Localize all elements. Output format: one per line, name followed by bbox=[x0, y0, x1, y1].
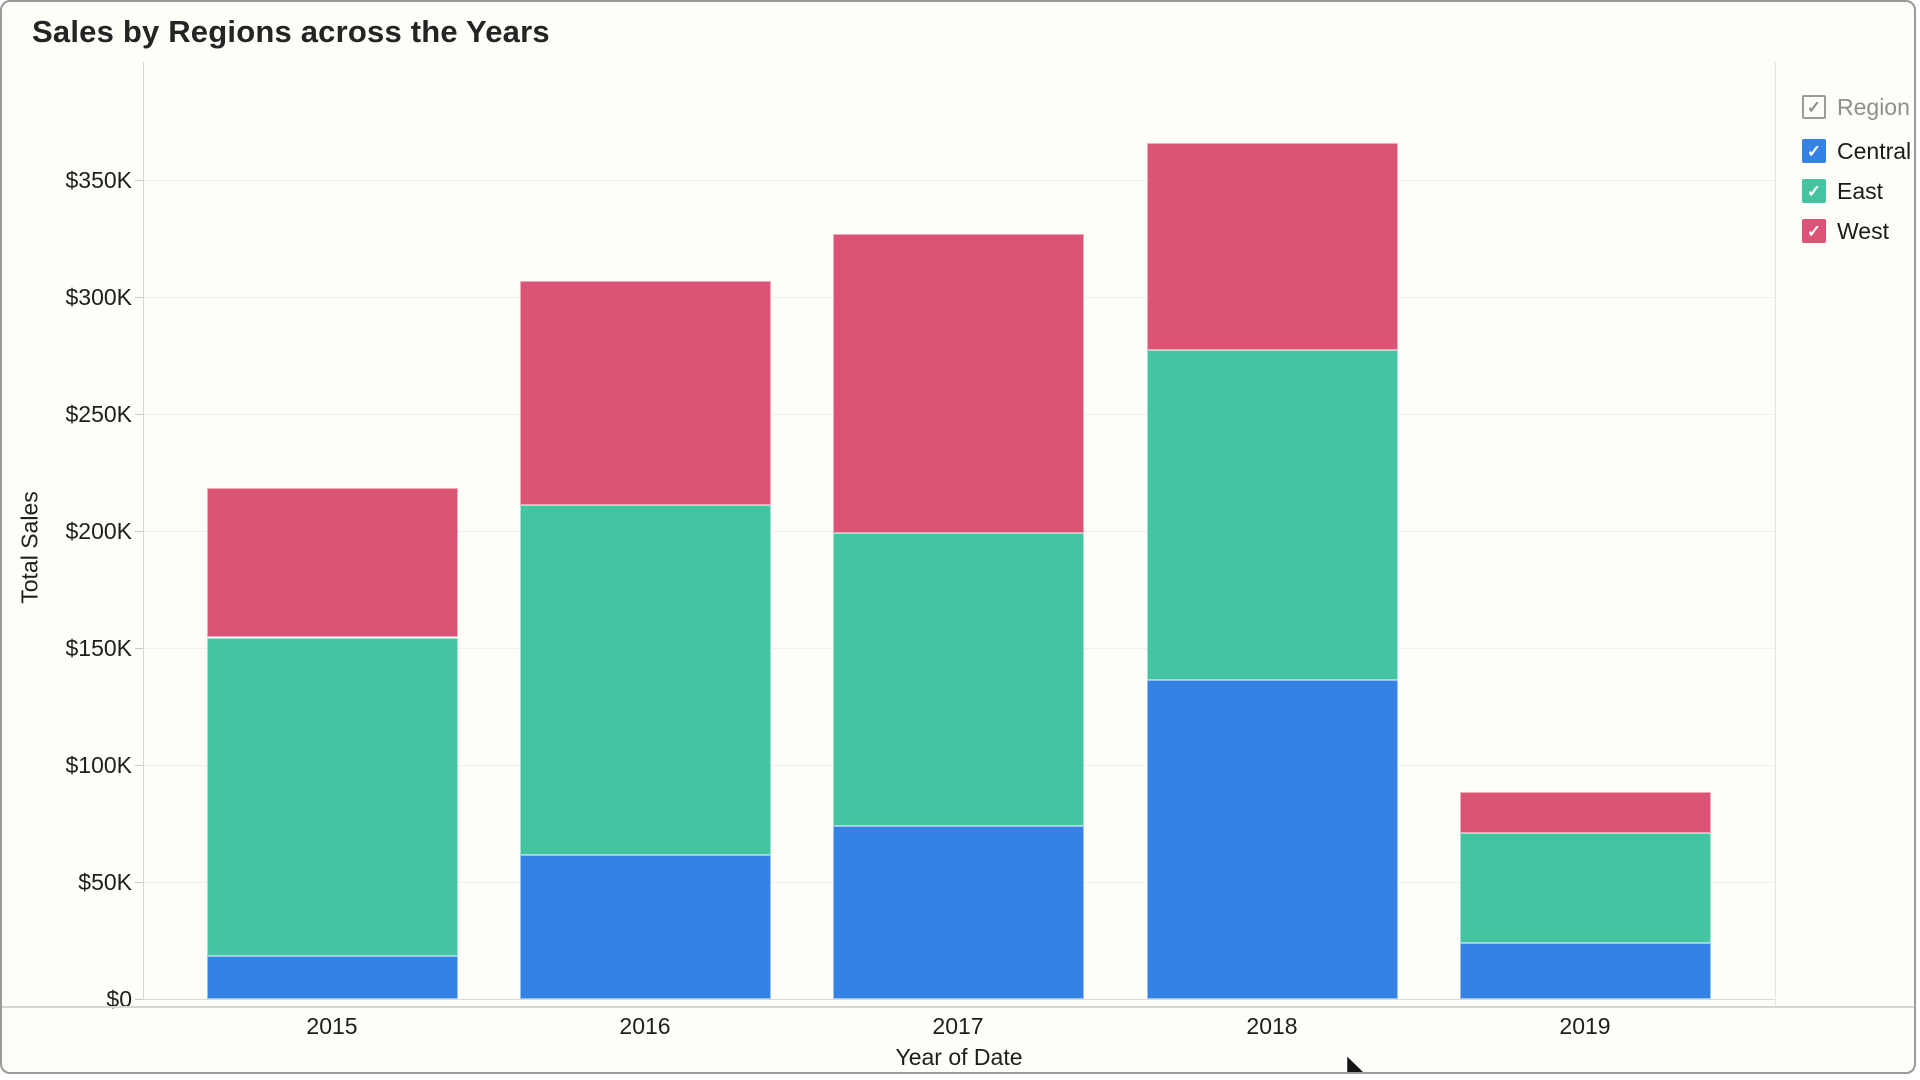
gridline-$350K bbox=[143, 180, 1775, 181]
x-tick-label-2016: 2016 bbox=[619, 1013, 671, 1039]
y-axis-line bbox=[143, 62, 144, 1000]
gridline-$0 bbox=[143, 999, 1775, 1000]
x-tick-label-2019: 2019 bbox=[1559, 1013, 1611, 1039]
y-tick-mark bbox=[135, 765, 143, 766]
y-tick-label: $250K bbox=[65, 401, 132, 427]
bar-segment-east-2016[interactable] bbox=[519, 505, 771, 856]
legend-checkbox-west[interactable]: ✓ bbox=[1802, 219, 1826, 243]
legend-header-checkbox[interactable]: ✓ bbox=[1802, 95, 1826, 119]
y-tick-label: $200K bbox=[65, 518, 132, 544]
checkmark-icon: ✓ bbox=[1806, 221, 1822, 241]
checkmark-icon: ✓ bbox=[1806, 181, 1822, 201]
y-tick-mark bbox=[135, 297, 143, 298]
y-tick-label: $0 bbox=[106, 986, 132, 1012]
legend-item-label: East bbox=[1837, 177, 1884, 204]
y-tick-mark bbox=[135, 999, 143, 1000]
bar-segment-central-2016[interactable] bbox=[519, 855, 771, 999]
bar-segment-east-2015[interactable] bbox=[206, 637, 458, 956]
y-tick-label: $100K bbox=[65, 752, 132, 778]
plot-right-divider bbox=[1775, 62, 1776, 1006]
bar-segment-east-2019[interactable] bbox=[1459, 832, 1711, 943]
bar-segment-west-2016[interactable] bbox=[519, 280, 771, 506]
bar-segment-west-2019[interactable] bbox=[1459, 791, 1711, 833]
x-tick-label-2017: 2017 bbox=[932, 1013, 984, 1039]
x-tick-label-2018: 2018 bbox=[1246, 1013, 1298, 1039]
legend-header[interactable]: ✓ Region bbox=[1802, 92, 1910, 122]
legend-item-label: Central bbox=[1837, 137, 1912, 164]
bar-segment-east-2018[interactable] bbox=[1146, 349, 1398, 680]
bar-segment-west-2015[interactable] bbox=[206, 487, 458, 638]
legend-item-label: West bbox=[1837, 217, 1889, 244]
x-tick-label-2015: 2015 bbox=[306, 1013, 358, 1039]
y-tick-mark bbox=[135, 414, 143, 415]
checkmark-icon: ✓ bbox=[1806, 97, 1822, 117]
chart-title: Sales by Regions across the Years bbox=[32, 14, 550, 49]
y-tick-mark bbox=[135, 531, 143, 532]
y-tick-label: $350K bbox=[65, 167, 132, 193]
bar-segment-west-2018[interactable] bbox=[1146, 142, 1398, 350]
legend-item-east[interactable]: ✓ East bbox=[1802, 176, 1883, 206]
y-tick-mark bbox=[135, 882, 143, 883]
y-tick-mark bbox=[135, 180, 143, 181]
x-axis-title: Year of Date bbox=[895, 1044, 1023, 1070]
legend-item-west[interactable]: ✓ West bbox=[1802, 216, 1889, 246]
legend-item-central[interactable]: ✓ Central bbox=[1802, 136, 1911, 166]
y-tick-mark bbox=[135, 648, 143, 649]
legend-header-label: Region bbox=[1837, 93, 1910, 120]
plot-bottom-border bbox=[2, 1006, 1914, 1008]
bar-segment-central-2019[interactable] bbox=[1459, 942, 1711, 999]
legend-checkbox-east[interactable]: ✓ bbox=[1802, 179, 1826, 203]
mouse-cursor bbox=[1345, 1055, 1365, 1072]
bar-segment-central-2015[interactable] bbox=[206, 955, 458, 999]
y-tick-label: $50K bbox=[78, 869, 132, 895]
y-tick-label: $150K bbox=[65, 635, 132, 661]
bar-segment-east-2017[interactable] bbox=[832, 533, 1084, 826]
y-tick-label: $300K bbox=[65, 284, 132, 310]
bar-segment-central-2018[interactable] bbox=[1146, 679, 1398, 999]
bar-segment-central-2017[interactable] bbox=[832, 825, 1084, 999]
bar-segment-west-2017[interactable] bbox=[832, 233, 1084, 534]
checkmark-icon: ✓ bbox=[1806, 141, 1822, 161]
legend-checkbox-central[interactable]: ✓ bbox=[1802, 139, 1826, 163]
y-axis-title: Total Sales bbox=[16, 491, 43, 604]
